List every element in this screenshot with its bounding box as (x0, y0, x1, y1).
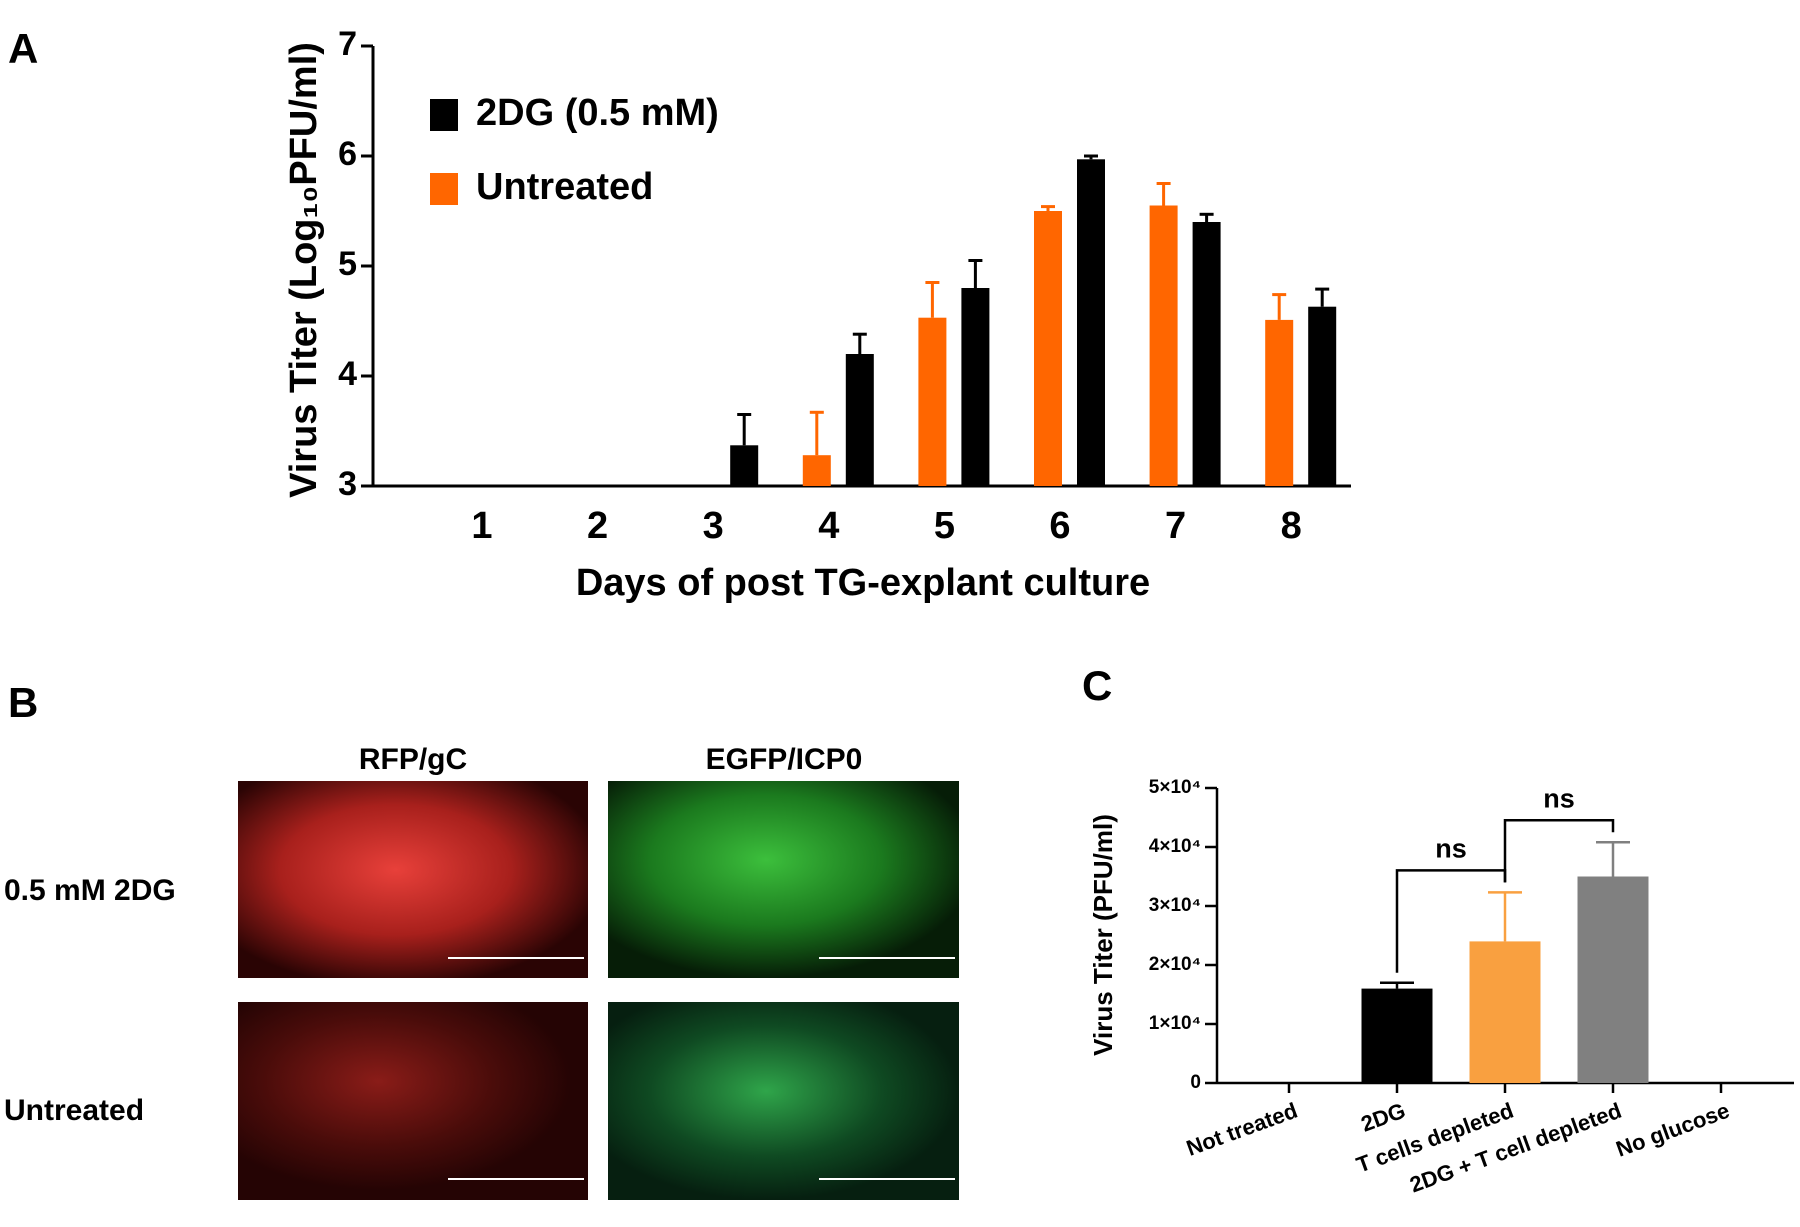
legend-swatch (430, 99, 458, 131)
panel-label: C (1082, 662, 1112, 709)
y-tick-label: 4 (338, 355, 357, 393)
bar (802, 455, 831, 486)
y-tick-label: 7 (338, 25, 357, 63)
x-tick-label: 6 (1049, 505, 1070, 547)
y-tick-label: 3 (338, 465, 357, 503)
x-tick-label: 2 (587, 505, 608, 547)
y-tick-label: 4×10⁴ (1149, 836, 1201, 857)
x-tick-label: 5 (934, 505, 955, 547)
column-label: RFP/gC (359, 743, 467, 776)
x-tick-label: 4 (818, 505, 839, 547)
y-tick-label: 1×10⁴ (1149, 1013, 1201, 1034)
legend-swatch (430, 173, 458, 205)
y-tick-label: 0 (1190, 1072, 1201, 1093)
y-tick-label: 2×10⁴ (1149, 954, 1201, 975)
bar (1034, 211, 1062, 486)
bar (1577, 876, 1649, 1083)
bar (730, 445, 759, 486)
bar (1192, 222, 1221, 486)
y-tick-label: 3×10⁴ (1149, 895, 1201, 916)
x-axis-title: Days of post TG-explant culture (576, 562, 1150, 604)
bar (1361, 988, 1433, 1083)
y-tick-label: 5×10⁴ (1149, 777, 1201, 798)
bar (1469, 941, 1541, 1083)
micrograph (608, 1002, 959, 1200)
legend-label: 2DG (0.5 mM) (476, 92, 719, 134)
micrograph (238, 781, 588, 978)
x-tick-label: 8 (1281, 505, 1302, 547)
panel-label: A (8, 25, 38, 72)
row-label: 0.5 mM 2DG (4, 874, 176, 907)
bar (1077, 159, 1105, 487)
x-tick-label: 1 (471, 505, 492, 547)
bar (1265, 319, 1294, 486)
legend-label: Untreated (476, 166, 653, 208)
micrograph (608, 781, 959, 978)
micrograph (238, 1002, 588, 1200)
bar (918, 317, 947, 486)
annotation: ns (1543, 783, 1575, 813)
bar (1149, 205, 1178, 486)
x-tick-label: 7 (1165, 505, 1186, 547)
row-label: Untreated (4, 1094, 144, 1127)
y-axis-title: Virus Titer (Log₁₀PFU/ml) (283, 42, 325, 498)
y-axis-title: Virus Titer (PFU/ml) (1088, 814, 1118, 1056)
bar (845, 354, 874, 486)
annotation: ns (1435, 834, 1467, 864)
x-tick-label: 3 (703, 505, 724, 547)
bar (1308, 306, 1337, 486)
column-label: EGFP/ICP0 (706, 743, 863, 776)
y-tick-label: 6 (338, 135, 357, 173)
significance-bracket (1503, 819, 1615, 883)
bar (961, 288, 990, 486)
panel-label: B (8, 679, 38, 726)
y-tick-label: 5 (338, 245, 357, 283)
